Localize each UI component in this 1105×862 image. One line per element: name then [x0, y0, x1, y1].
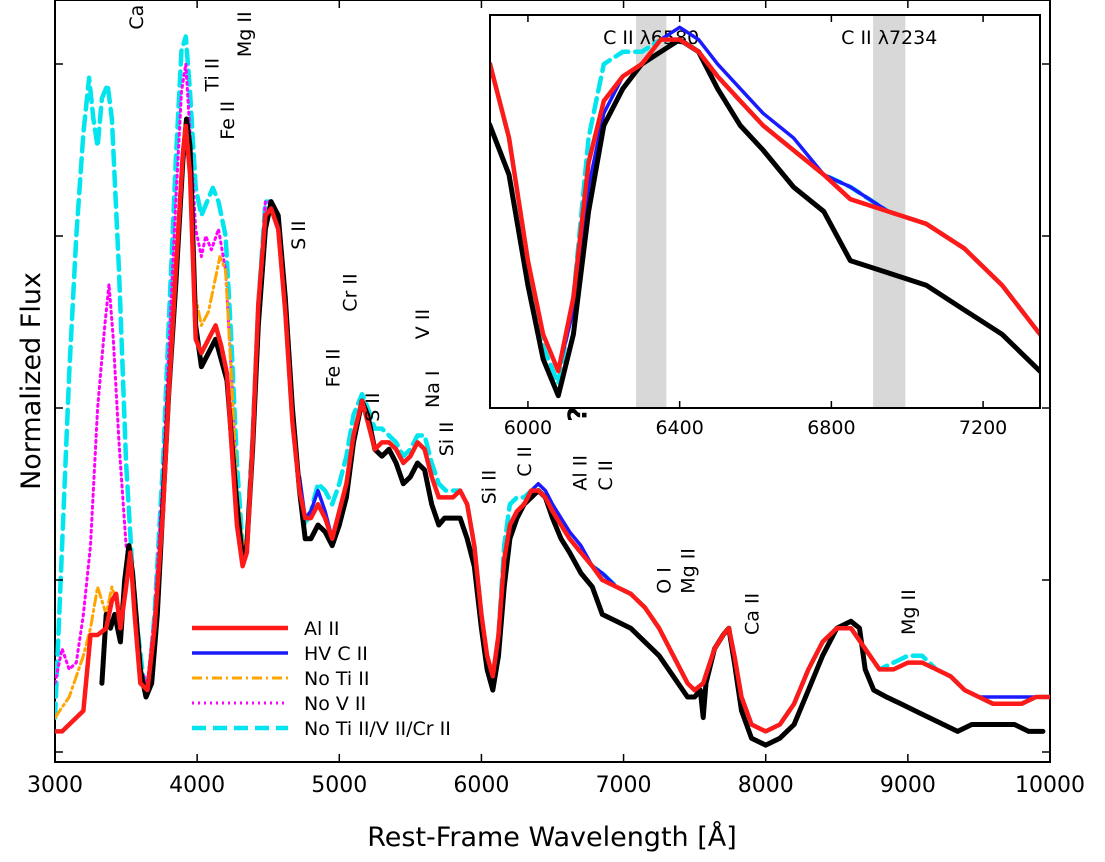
- inset-x-tick-label: 6800: [807, 417, 855, 439]
- ion-label: Ti II: [202, 58, 224, 93]
- x-tick-label: 9000: [880, 773, 936, 798]
- ion-label: Mg II: [678, 548, 700, 594]
- inset-x-tick-label: 6400: [655, 417, 703, 439]
- ion-label: Si II: [479, 470, 501, 505]
- inset-series-group: [490, 25, 1040, 399]
- main-x-ticks: 3000 4000 5000 6000 7000 8000 9000 10000: [27, 0, 1085, 798]
- ion-label: Mg II: [898, 589, 920, 635]
- x-tick-label: 8000: [738, 773, 794, 798]
- x-tick-label: 6000: [453, 773, 509, 798]
- legend-label-no-ti-ii-v-ii-cr-ii: No Ti II/V II/Cr II: [304, 718, 451, 740]
- ion-label: V II: [412, 309, 434, 339]
- inset-x-tick-label: 6000: [504, 417, 552, 439]
- ion-label: Ca II: [126, 0, 148, 30]
- unidentified-feature-mark: ?: [564, 407, 594, 422]
- inset-chart: C II λ6580 C II λ7234 6000 6400 6800 7200: [489, 14, 1041, 439]
- x-tick-label: 10000: [1015, 773, 1085, 798]
- x-tick-label: 3000: [27, 773, 83, 798]
- y-axis-label: Normalized Flux: [16, 272, 47, 490]
- ion-label: O I: [654, 567, 676, 594]
- x-tick-label: 5000: [311, 773, 367, 798]
- x-axis-label: Rest-Frame Wavelength [Å]: [367, 821, 737, 853]
- inset-x-tick-label: 7200: [959, 417, 1007, 439]
- x-tick-label: 7000: [596, 773, 652, 798]
- ion-label: Na I: [422, 371, 444, 409]
- legend-label-al-ii: Al II: [304, 618, 340, 640]
- inset-x-ticks: 6000 6400 6800 7200: [504, 15, 1007, 439]
- series-line-al-ii: [490, 37, 1040, 374]
- legend-label-no-ti-ii: No Ti II: [304, 668, 369, 690]
- ion-label: S II: [288, 220, 310, 249]
- x-tick-label: 4000: [169, 773, 225, 798]
- ion-label: C II: [514, 446, 536, 477]
- ion-label: Cr II: [339, 273, 361, 311]
- ion-label: Fe II: [217, 101, 239, 140]
- legend-label-hv-c-ii: HV C II: [304, 643, 368, 665]
- ion-label: Fe II: [322, 349, 344, 388]
- inset-shaded-band: [636, 15, 667, 408]
- legend-label-no-v-ii: No V II: [304, 693, 366, 715]
- legend: Al II HV C II No Ti II No V II No Ti II/V II…: [192, 618, 451, 740]
- inset-band-label: C II λ7234: [841, 27, 937, 49]
- series-line-al-ii: [55, 123, 1050, 734]
- main-series-group: [55, 34, 1050, 748]
- ion-label: Ca II: [742, 593, 764, 635]
- ion-label: Si II: [436, 422, 458, 457]
- ion-label: S II: [362, 392, 384, 421]
- ion-label: Mg II: [234, 11, 256, 57]
- ion-label: C II: [595, 460, 617, 491]
- main-y-ticks: [55, 63, 1050, 753]
- ion-label: Al II: [570, 455, 592, 491]
